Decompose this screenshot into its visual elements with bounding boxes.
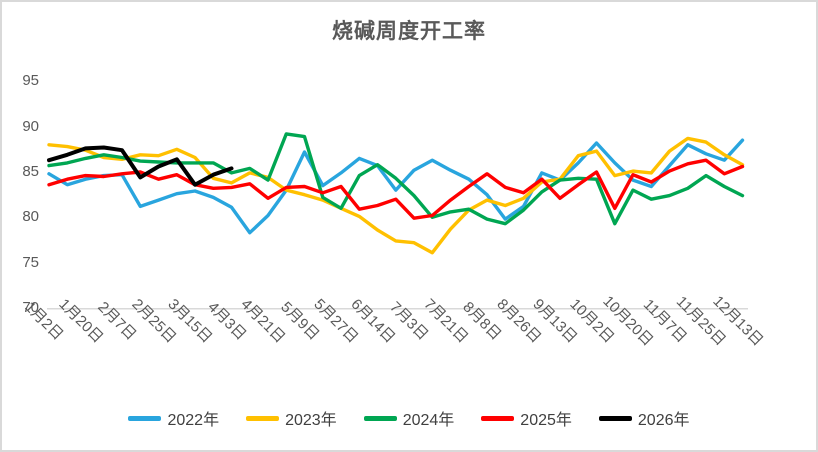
y-tick-label-90: 90 [22,117,39,135]
legend-label-2023年: 2023年 [285,412,337,429]
y-tick-label-70: 70 [22,299,39,316]
legend-label-2026年: 2026年 [637,412,690,429]
legend-item-2022年[interactable]: 2022年 [128,406,219,430]
legend: 2022年 2023年 2024年 2025年 2026年 [2,406,816,430]
series-line-2022年[interactable] [47,138,745,235]
chart-title: 烧碱周度开工率 [332,20,486,43]
legend-item-2025年[interactable]: 2025年 [481,406,572,430]
series-line-2023年[interactable] [47,136,745,255]
legend-swatch-2026年 [598,415,632,421]
y-tick-label-80: 80 [22,208,39,226]
legend-item-2024年[interactable]: 2024年 [363,406,455,430]
legend-label-2024年: 2024年 [402,412,455,429]
legend-item-2023年[interactable]: 2023年 [246,406,337,430]
series-line-2025年[interactable] [47,158,745,220]
legend-label-2025年: 2025年 [520,412,572,429]
y-tick-label-85: 85 [22,162,39,180]
legend-swatch-2023年 [246,415,280,421]
y-tick-label-75: 75 [22,253,39,271]
series-line-2026年[interactable] [47,145,234,187]
legend-swatch-2022年 [128,415,162,421]
legend-swatch-2024年 [363,415,397,421]
legend-item-2026年[interactable]: 2026年 [598,406,690,430]
y-tick-label-95: 95 [22,72,39,90]
legend-label-2022年: 2022年 [167,412,220,429]
legend-swatch-2025年 [481,415,515,421]
